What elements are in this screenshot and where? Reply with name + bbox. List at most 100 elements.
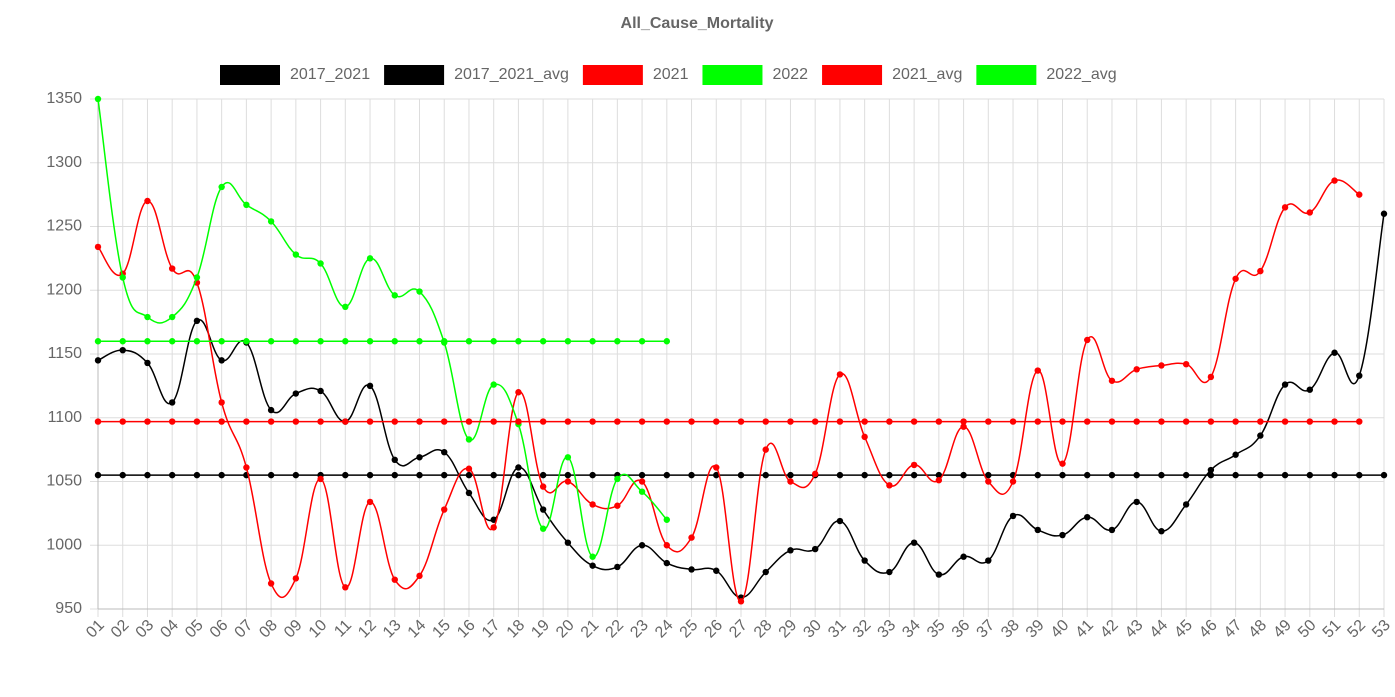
data-point [787, 418, 794, 425]
data-point [564, 454, 572, 461]
y-tick-label: 1350 [46, 90, 82, 107]
data-point [416, 454, 423, 461]
data-point [886, 568, 893, 576]
data-point [1207, 471, 1215, 479]
data-point [465, 489, 473, 497]
data-point [638, 471, 646, 479]
data-point [515, 338, 522, 345]
data-point [713, 567, 720, 574]
data-point [218, 418, 225, 425]
x-tick-label: 16 [454, 617, 479, 642]
data-point [836, 517, 844, 525]
data-point [1257, 418, 1264, 425]
y-tick-label: 1100 [48, 409, 83, 426]
data-point [1059, 460, 1066, 467]
data-point [292, 338, 300, 345]
x-tick-label: 10 [306, 617, 331, 642]
x-tick-label: 45 [1171, 617, 1196, 642]
legend-label: 2021 [653, 66, 689, 83]
data-point [144, 418, 151, 425]
x-tick-label: 31 [825, 617, 850, 642]
data-point [1207, 466, 1215, 474]
data-point [1158, 362, 1165, 369]
data-point [193, 338, 201, 345]
data-point [886, 471, 893, 479]
data-point [762, 568, 769, 576]
data-point [366, 382, 374, 390]
data-point [144, 359, 151, 367]
data-point [713, 464, 720, 471]
x-tick-label: 40 [1048, 617, 1073, 642]
x-tick-label: 35 [924, 617, 949, 642]
data-point [342, 584, 349, 591]
data-point [490, 418, 497, 425]
x-tick-label: 41 [1072, 617, 1097, 642]
series-line [97, 179, 1360, 603]
y-tick-label: 1000 [46, 536, 82, 553]
x-tick-label: 32 [850, 617, 875, 642]
x-tick-label: 51 [1320, 617, 1345, 642]
data-point [515, 418, 522, 425]
data-point [638, 338, 646, 345]
data-point [935, 571, 943, 578]
data-point [1034, 471, 1041, 479]
x-tick-label: 02 [108, 617, 133, 642]
data-point [1356, 418, 1363, 425]
data-point [267, 406, 275, 414]
x-tick-label: 53 [1369, 617, 1394, 642]
data-point [589, 418, 596, 425]
data-point [539, 418, 547, 425]
data-point [515, 464, 522, 471]
y-tick-label: 950 [55, 600, 82, 617]
data-point [1108, 377, 1116, 384]
data-point [787, 547, 794, 554]
data-point [342, 303, 349, 311]
data-point [465, 471, 473, 479]
data-point [391, 338, 398, 345]
data-point [539, 338, 547, 345]
data-point [762, 446, 769, 453]
data-point [416, 418, 423, 425]
data-point [317, 475, 324, 483]
data-point [317, 338, 324, 345]
data-point [193, 471, 201, 479]
data-point [539, 471, 547, 479]
data-point [663, 516, 671, 523]
data-point [1182, 418, 1190, 425]
data-point [985, 478, 992, 485]
data-point [1207, 373, 1215, 381]
data-point [1281, 381, 1289, 388]
data-point [193, 317, 201, 325]
data-point [267, 218, 275, 225]
y-tick-label: 1050 [46, 473, 82, 490]
data-point [317, 418, 324, 425]
data-point [589, 562, 596, 569]
legend-label: 2022_avg [1046, 66, 1116, 83]
data-point [119, 346, 126, 354]
data-point [465, 418, 473, 425]
x-tick-label: 30 [800, 617, 825, 642]
x-tick-label: 12 [355, 617, 380, 642]
data-point [1158, 528, 1165, 535]
data-point [490, 524, 497, 531]
data-point [1356, 372, 1363, 379]
data-point [960, 553, 967, 560]
data-point [960, 423, 967, 430]
data-point [391, 456, 398, 464]
legend-swatch [582, 65, 643, 85]
data-point [193, 274, 201, 281]
data-point [465, 338, 473, 345]
data-point [490, 471, 497, 479]
data-point [1257, 267, 1264, 275]
x-tick-label: 37 [974, 617, 999, 642]
data-point [1331, 349, 1338, 356]
data-point [539, 506, 547, 513]
data-point [119, 471, 126, 479]
data-point [539, 483, 547, 490]
data-point [292, 418, 300, 425]
x-tick-label: 34 [899, 617, 924, 642]
data-point [168, 418, 176, 425]
data-point [1306, 471, 1314, 479]
x-tick-label: 47 [1221, 617, 1246, 642]
data-point [663, 559, 671, 567]
